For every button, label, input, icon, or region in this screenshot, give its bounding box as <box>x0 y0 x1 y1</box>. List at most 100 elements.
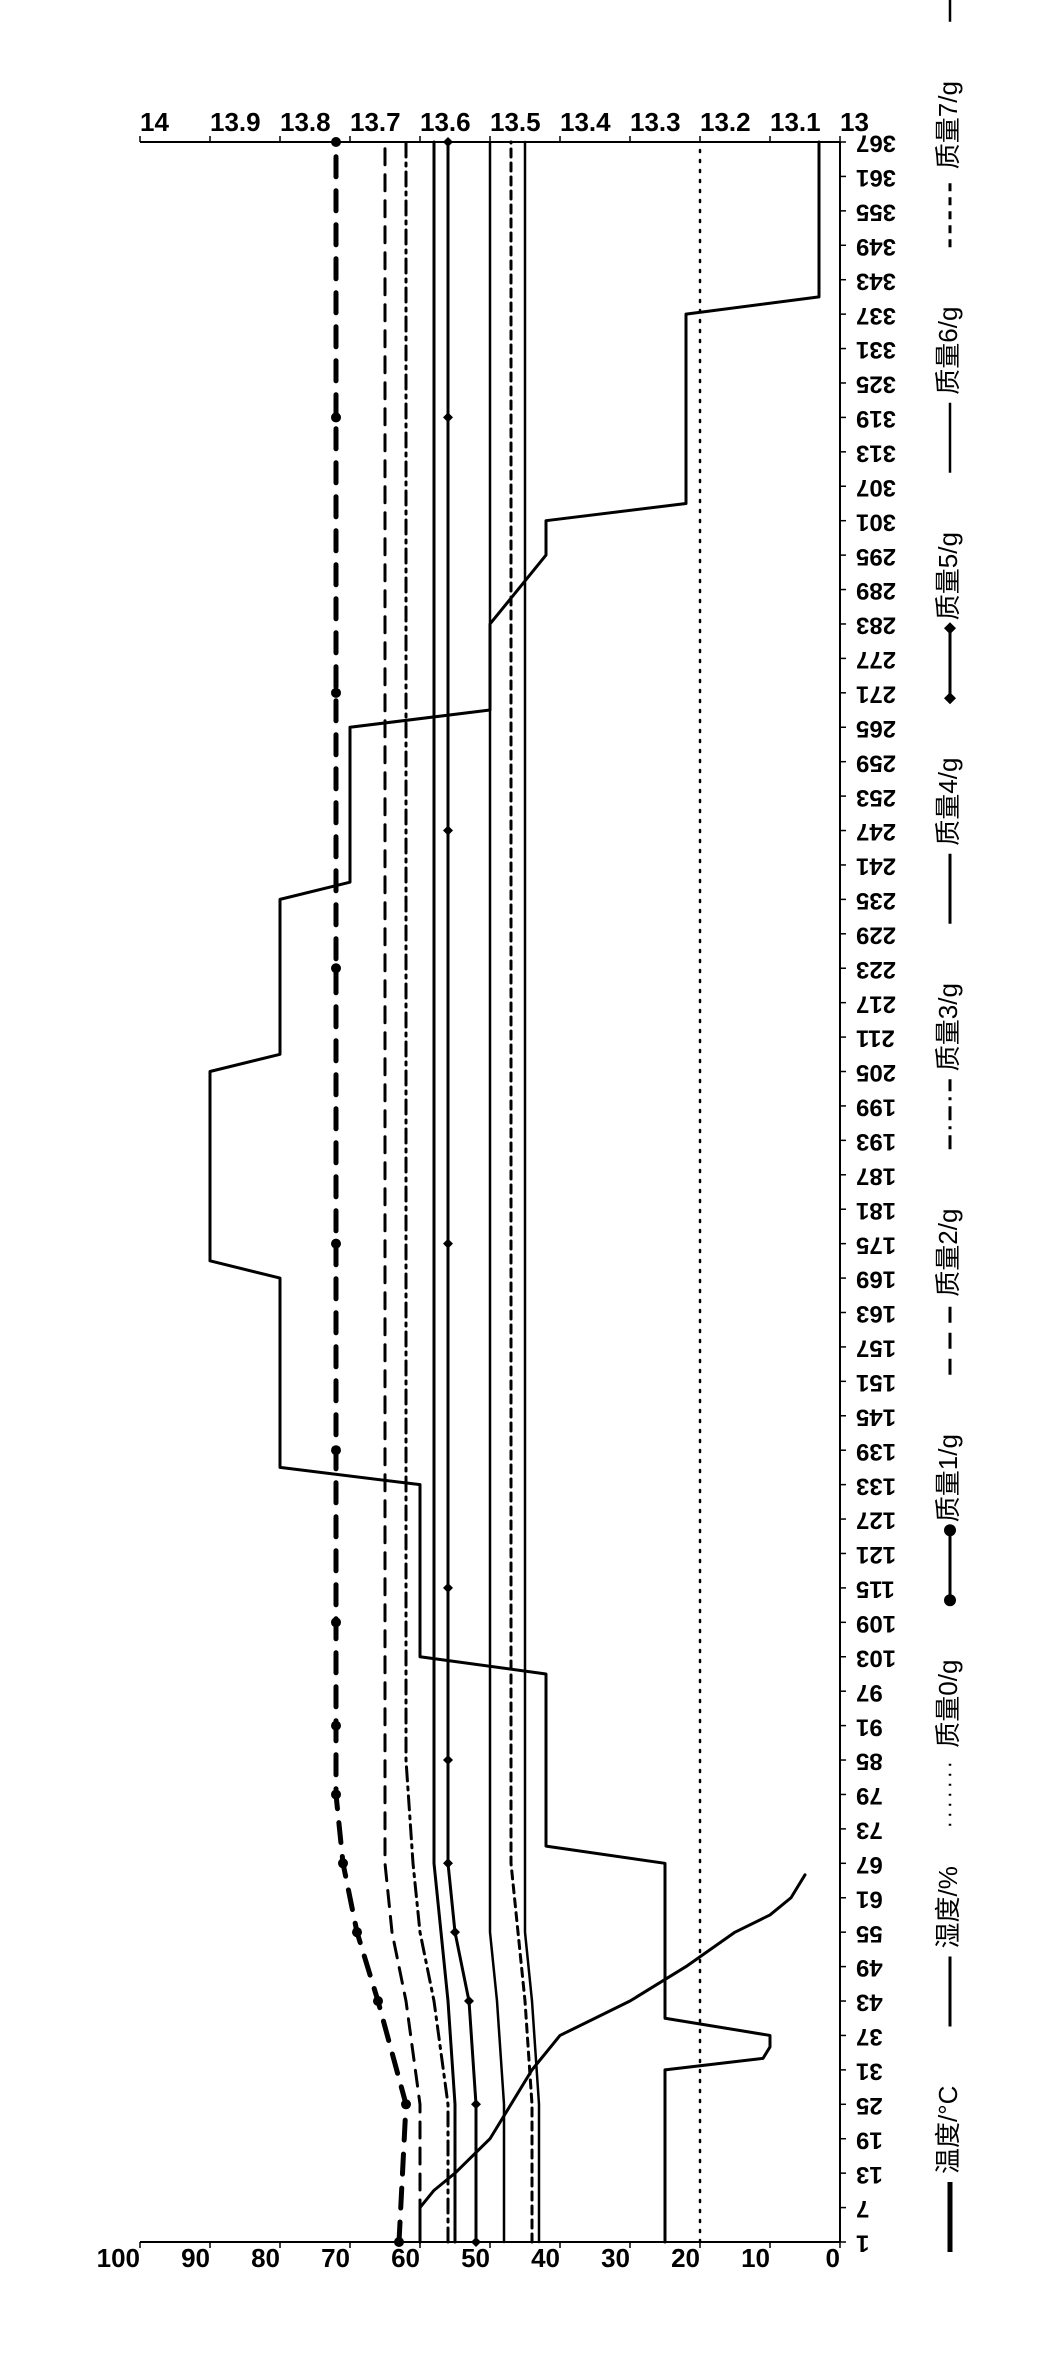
series-mass6 <box>490 142 504 2242</box>
legend-label-mass7: 质量7/g <box>933 81 963 169</box>
svg-text:13.4: 13.4 <box>560 107 611 137</box>
svg-text:361: 361 <box>856 164 896 191</box>
svg-text:60: 60 <box>391 2243 420 2273</box>
svg-text:13.2: 13.2 <box>700 107 751 137</box>
svg-text:0: 0 <box>826 2243 840 2273</box>
svg-text:13.8: 13.8 <box>280 107 331 137</box>
legend-label-mass3: 质量3/g <box>933 983 963 1071</box>
svg-text:367: 367 <box>856 130 896 157</box>
svg-text:313: 313 <box>856 439 896 466</box>
svg-text:49: 49 <box>856 1954 883 1981</box>
svg-text:85: 85 <box>856 1748 883 1775</box>
svg-text:13.7: 13.7 <box>350 107 401 137</box>
svg-text:13.3: 13.3 <box>630 107 681 137</box>
svg-text:295: 295 <box>856 543 896 570</box>
svg-text:70: 70 <box>321 2243 350 2273</box>
svg-text:169: 169 <box>856 1266 896 1293</box>
svg-text:90: 90 <box>181 2243 210 2273</box>
svg-text:223: 223 <box>856 956 896 983</box>
svg-text:229: 229 <box>856 921 896 948</box>
svg-text:163: 163 <box>856 1300 896 1327</box>
svg-text:205: 205 <box>856 1059 896 1086</box>
svg-text:13.1: 13.1 <box>770 107 821 137</box>
svg-text:55: 55 <box>856 1920 883 1947</box>
series-temperature <box>210 142 819 2242</box>
svg-text:37: 37 <box>856 2023 883 2050</box>
svg-text:121: 121 <box>856 1541 896 1568</box>
svg-text:157: 157 <box>856 1335 896 1362</box>
svg-text:217: 217 <box>856 990 896 1017</box>
svg-text:31: 31 <box>856 2058 883 2085</box>
svg-text:247: 247 <box>856 818 896 845</box>
legend-label-humidity: 湿度/% <box>933 1866 963 1948</box>
svg-text:301: 301 <box>856 508 896 535</box>
legend-label-mass1: 质量1/g <box>933 1434 963 1522</box>
svg-text:307: 307 <box>856 474 896 501</box>
svg-text:50: 50 <box>461 2243 490 2273</box>
svg-text:187: 187 <box>856 1162 896 1189</box>
svg-text:115: 115 <box>856 1576 895 1603</box>
series-mass7 <box>511 142 532 2242</box>
svg-text:73: 73 <box>856 1817 883 1844</box>
svg-text:103: 103 <box>856 1644 896 1671</box>
svg-text:100: 100 <box>97 2243 140 2273</box>
svg-text:151: 151 <box>856 1369 896 1396</box>
svg-text:13.9: 13.9 <box>210 107 261 137</box>
svg-text:271: 271 <box>856 680 896 707</box>
svg-text:241: 241 <box>856 853 896 880</box>
svg-text:265: 265 <box>856 715 896 742</box>
svg-text:199: 199 <box>856 1094 896 1121</box>
svg-text:91: 91 <box>856 1713 883 1740</box>
legend-label-mass5: 质量5/g <box>933 532 963 620</box>
svg-text:193: 193 <box>856 1128 896 1155</box>
svg-text:43: 43 <box>856 1989 883 2016</box>
svg-text:277: 277 <box>856 646 896 673</box>
svg-text:349: 349 <box>856 233 896 260</box>
svg-text:30: 30 <box>601 2243 630 2273</box>
svg-text:145: 145 <box>856 1403 896 1430</box>
svg-text:13: 13 <box>856 2161 883 2188</box>
series-mass2 <box>385 142 420 2242</box>
svg-text:13.6: 13.6 <box>420 107 471 137</box>
svg-text:40: 40 <box>531 2243 560 2273</box>
series-mass5 <box>448 142 476 2242</box>
svg-text:79: 79 <box>856 1782 883 1809</box>
svg-text:211: 211 <box>856 1025 895 1052</box>
legend-label-mass4: 质量4/g <box>933 758 963 846</box>
svg-text:20: 20 <box>671 2243 700 2273</box>
svg-text:19: 19 <box>856 2126 883 2153</box>
svg-text:61: 61 <box>856 1885 883 1912</box>
svg-text:133: 133 <box>856 1472 896 1499</box>
svg-text:181: 181 <box>856 1197 896 1224</box>
svg-text:139: 139 <box>856 1438 896 1465</box>
series-mass1 <box>336 142 406 2242</box>
svg-text:25: 25 <box>856 2092 883 2119</box>
svg-text:331: 331 <box>856 336 896 363</box>
legend-label-temperature: 温度/°C <box>933 2086 963 2174</box>
chart-svg: 0 10 20 30 40 50 60 70 80 90 100 13 13.1 13.2 13.3 13.4… <box>0 0 1038 2362</box>
svg-text:67: 67 <box>856 1851 883 1878</box>
svg-text:1: 1 <box>856 2230 869 2257</box>
svg-text:14: 14 <box>140 107 169 137</box>
series-humidity <box>420 1875 805 2242</box>
svg-text:355: 355 <box>856 199 896 226</box>
legend-label-mass0: 质量0/g <box>933 1660 963 1748</box>
svg-text:325: 325 <box>856 371 896 398</box>
svg-text:283: 283 <box>856 612 896 639</box>
svg-text:289: 289 <box>856 577 896 604</box>
svg-text:10: 10 <box>741 2243 770 2273</box>
svg-text:319: 319 <box>856 405 896 432</box>
svg-text:259: 259 <box>856 749 896 776</box>
svg-text:175: 175 <box>856 1231 896 1258</box>
chart-container: 0 10 20 30 40 50 60 70 80 90 100 13 13.1 13.2 13.3 13.4… <box>0 0 1038 2362</box>
svg-text:97: 97 <box>856 1679 883 1706</box>
svg-text:109: 109 <box>856 1610 896 1637</box>
svg-text:337: 337 <box>856 302 896 329</box>
svg-text:127: 127 <box>856 1507 896 1534</box>
svg-text:253: 253 <box>856 784 896 811</box>
svg-text:13.5: 13.5 <box>490 107 541 137</box>
svg-text:7: 7 <box>856 2195 869 2222</box>
svg-text:235: 235 <box>856 887 896 914</box>
legend-label-mass6: 质量6/g <box>933 307 963 395</box>
svg-text:80: 80 <box>251 2243 280 2273</box>
